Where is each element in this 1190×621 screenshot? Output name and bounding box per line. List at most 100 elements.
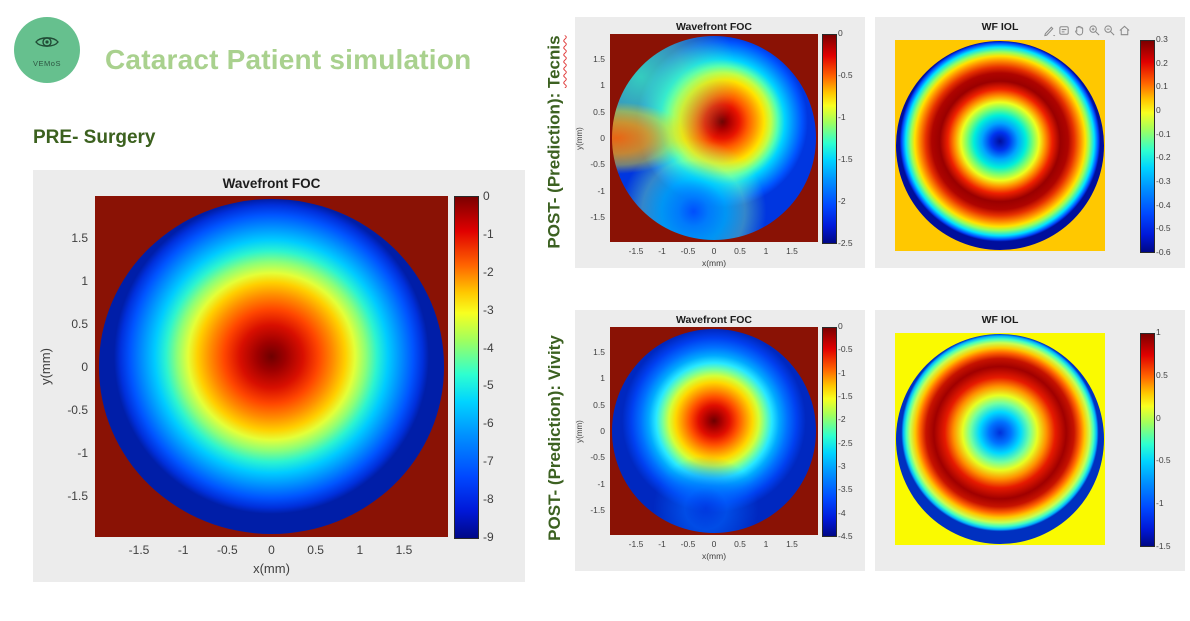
tick-label: -4: [838, 507, 846, 518]
tick-label: -3.5: [838, 484, 853, 495]
tick-label: -3: [838, 460, 846, 471]
section-label-tecnis: POST- (Prediction): Tecnis: [545, 35, 564, 249]
zoom-in-icon[interactable]: [1088, 24, 1101, 37]
iol-wavefront-map: [896, 334, 1104, 544]
page-title: Cataract Patient simulation: [105, 44, 472, 75]
tick-label: 0: [600, 425, 605, 436]
plot-title: Wavefront FOC: [675, 21, 753, 33]
colorbar-ticks: 0.3 0.2 0.1 0 -0.1 -0.2 -0.3 -0.4 -0.5 -0.6: [1156, 34, 1190, 257]
tick-label: 1: [763, 539, 769, 549]
zoom-out-icon[interactable]: [1103, 24, 1116, 37]
tick-label: -2.5: [838, 238, 853, 248]
iol-wavefront-map: [896, 41, 1104, 250]
pan-icon[interactable]: [1073, 24, 1086, 37]
tick-label: 1: [600, 80, 605, 91]
vivity-word: Vivity: [545, 335, 564, 381]
tecnis-foc-heatmap: [610, 34, 818, 242]
datatip-icon[interactable]: [1058, 24, 1071, 37]
tick-label: 0.5: [734, 246, 746, 256]
pre-foc-heatmap: [95, 196, 448, 537]
tick-label: -1: [597, 478, 605, 489]
tick-label: -0.5: [67, 403, 88, 417]
tick-label: 0: [711, 246, 717, 256]
tick-label: -3: [483, 302, 494, 317]
tick-label: -1.5: [838, 390, 853, 401]
tick-label: -0.3: [1156, 175, 1171, 186]
tick-label: -0.5: [838, 70, 853, 80]
x-axis-ticks: -1.5 -1 -0.5 0 0.5 1 1.5: [623, 539, 805, 549]
tick-label: 1.5: [786, 246, 798, 256]
logo-text: VEMoS: [33, 59, 61, 68]
plot-title: WF IOL: [981, 314, 1019, 326]
tick-label: 0.1: [1156, 81, 1168, 92]
tick-label: -2.5: [838, 437, 853, 448]
tick-label: -2: [838, 414, 846, 425]
colorbar-ticks: 0 -0.5 -1 -1.5 -2 -2.5 -3 -3.5 -4 -4.5: [838, 321, 872, 541]
tick-label: 0: [81, 360, 88, 374]
tick-label: 1: [356, 543, 364, 557]
tick-label: -0.5: [680, 246, 696, 256]
tick-label: 0: [483, 189, 490, 203]
colorbar: [1140, 40, 1155, 253]
eye-icon: [34, 32, 60, 57]
plot-title: Wavefront FOC: [222, 176, 321, 191]
tick-label: -1: [838, 112, 846, 122]
tick-label: 0: [600, 132, 605, 143]
tick-label: -1: [77, 446, 88, 460]
vivity-foc-heatmap: [610, 327, 818, 535]
x-axis-label: x(mm): [701, 258, 727, 268]
tick-label: 0: [1156, 412, 1161, 423]
vivity-foc-panel: Wavefront FOC y(mm) 1.5 1 0.5 0 -0.5 -1 -1.5 -…: [575, 310, 865, 571]
tick-label: -1: [838, 367, 846, 378]
y-axis-ticks: 1.5 1 0.5 0 -0.5 -1 -1.5: [581, 54, 605, 222]
y-axis-ticks: 1.5 1 0.5 0 -0.5 -1 -1.5: [581, 347, 605, 515]
colorbar: [1140, 333, 1155, 547]
tick-label: -1.5: [590, 504, 605, 515]
y-axis-ticks: 1.5 1 0.5 0 -0.5 -1 -1.5: [42, 231, 88, 503]
tick-label: -1: [597, 185, 605, 196]
vemos-logo: VEMoS: [14, 17, 80, 83]
tick-label: 1: [81, 274, 88, 288]
tick-label: 0.5: [734, 539, 746, 549]
tick-label: 0: [838, 321, 843, 331]
axes-toolbar: [1043, 24, 1131, 37]
brush-icon[interactable]: [1043, 24, 1056, 37]
pupil-wavefront-map: [612, 329, 816, 533]
tick-label: 0.5: [1156, 369, 1168, 380]
tick-label: -1.5: [67, 489, 88, 503]
tick-label: 1: [600, 373, 605, 384]
tick-label: -1: [483, 226, 494, 241]
colorbar: [822, 34, 837, 244]
tick-label: -0.5: [838, 344, 853, 355]
tick-label: -1: [658, 539, 666, 549]
colorbar: [454, 196, 479, 539]
x-axis-ticks: -1.5 -1 -0.5 0 0.5 1 1.5: [119, 543, 424, 557]
pre-surgery-foc-panel: Wavefront FOC y(mm) 1.5 1 0.5 0 -0.5 -1 -1.5 -…: [33, 170, 525, 582]
tick-label: 0: [268, 543, 275, 557]
tick-label: 0: [838, 28, 843, 38]
tick-label: 1.5: [786, 539, 798, 549]
tick-label: 1.5: [593, 54, 605, 64]
tick-label: -8: [483, 492, 494, 506]
tick-label: -0.2: [1156, 152, 1171, 163]
pupil-wavefront-map: [612, 36, 816, 240]
tick-label: -0.5: [1156, 455, 1171, 466]
home-icon[interactable]: [1118, 24, 1131, 37]
tick-label: 1.5: [593, 347, 605, 357]
tecnis-iol-heatmap: [895, 40, 1105, 251]
tick-label: -4: [483, 340, 494, 355]
tick-label: -1: [658, 246, 666, 256]
tick-label: 0: [711, 539, 717, 549]
tick-label: -0.5: [590, 159, 605, 170]
colorbar-ticks: 0 -1 -2 -3 -4 -5 -6 -7 -8 -9: [483, 189, 517, 544]
tick-label: -4.5: [838, 530, 853, 541]
colorbar: [822, 327, 837, 537]
tick-label: -1.5: [590, 211, 605, 222]
tecnis-foc-panel: Wavefront FOC y(mm) 1.5 1 0.5 0 -0.5 -1 -1.5 -…: [575, 17, 865, 268]
tecnis-word: Tecnis: [545, 35, 564, 89]
tick-label: -0.1: [1156, 128, 1171, 139]
tick-label: -0.5: [1156, 223, 1171, 234]
tick-label: -1: [177, 543, 189, 557]
tick-label: -0.5: [216, 543, 238, 557]
